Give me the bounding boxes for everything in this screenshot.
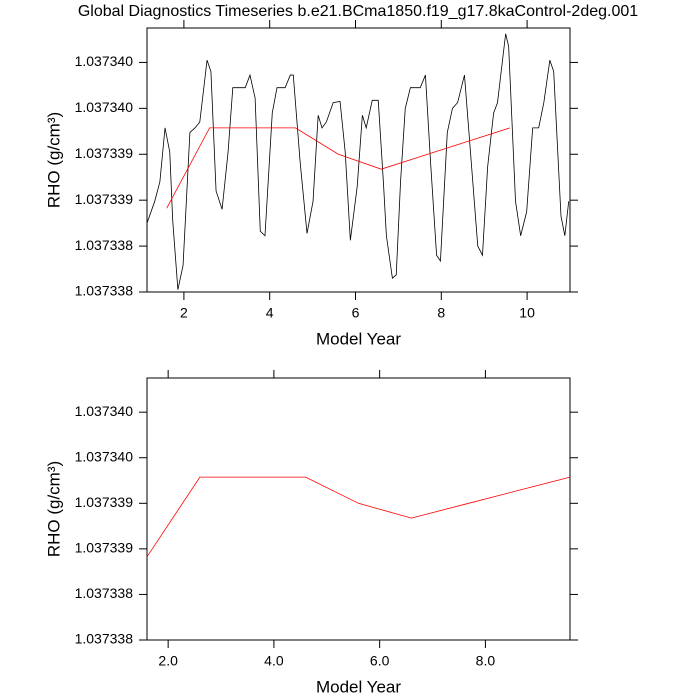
y-tick-label: 1.037339 [75,145,134,161]
y-tick-label: 1.037338 [75,631,134,647]
x-tick-label: 6.0 [370,653,390,669]
y-tick-label: 1.037338 [75,585,134,601]
x-tick-label: 2 [180,305,188,321]
chart-title: Global Diagnostics Timeseries b.e21.BCma… [78,3,638,20]
y-tick-label: 1.037340 [75,403,134,419]
data-line [166,127,511,209]
x-tick-label: 4.0 [264,653,284,669]
x-tick-label: 8 [437,305,445,321]
x-tick-label: 8.0 [476,653,496,669]
y-tick-label: 1.037339 [75,191,134,207]
x-axis-label: Model Year [316,677,401,696]
x-axis-label: Model Year [316,329,401,348]
y-tick-label: 1.037339 [75,540,134,556]
data-line [146,476,571,558]
x-tick-label: 2.0 [158,653,178,669]
x-tick-label: 10 [519,305,535,321]
y-tick-label: 1.037339 [75,494,134,510]
x-tick-label: 6 [352,305,360,321]
y-tick-label: 1.037340 [75,99,134,115]
y-tick-label: 1.037340 [75,448,134,464]
data-line [146,33,570,290]
y-axis-label: RHO (g/cm³) [44,112,63,208]
y-tick-label: 1.037338 [75,237,134,253]
plot-frame [146,27,571,293]
y-tick-label: 1.037338 [75,283,134,299]
plot-frame [146,377,571,641]
y-axis-label: RHO (g/cm³) [44,461,63,557]
y-tick-label: 1.037340 [75,53,134,69]
x-tick-label: 4 [266,305,274,321]
